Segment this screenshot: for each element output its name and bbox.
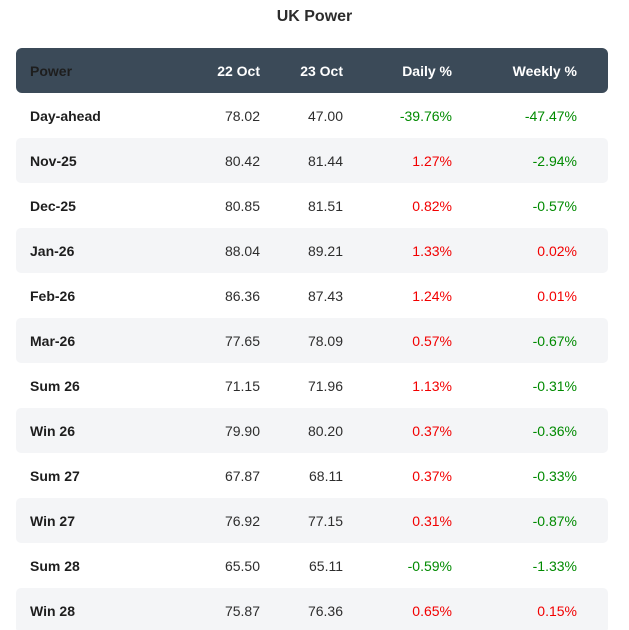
contract-label: Win 26	[30, 422, 75, 439]
price-23oct: 71.96	[307, 377, 343, 394]
weekly-change-pct: -0.57%	[532, 197, 577, 214]
daily-change-pct: 1.27%	[412, 152, 452, 169]
weekly-change-pct: 0.15%	[537, 602, 577, 619]
table-row: Sum 28 65.50 65.11 -0.59% -1.33%	[16, 543, 608, 588]
weekly-change-pct: -0.87%	[532, 512, 577, 529]
contract-label: Dec-25	[30, 197, 76, 214]
column-header-daily-pct: Daily %	[402, 62, 452, 79]
price-22oct: 65.50	[224, 557, 260, 574]
price-23oct: 47.00	[307, 107, 343, 124]
price-22oct: 88.04	[224, 242, 260, 259]
price-22oct: 78.02	[224, 107, 260, 124]
daily-change-pct: 0.31%	[412, 512, 452, 529]
table-row: Win 28 75.87 76.36 0.65% 0.15%	[16, 588, 608, 630]
daily-change-pct: 0.82%	[412, 197, 452, 214]
daily-change-pct: 1.33%	[412, 242, 452, 259]
weekly-change-pct: -47.47%	[524, 107, 577, 124]
weekly-change-pct: -0.33%	[532, 467, 577, 484]
weekly-change-pct: -0.67%	[532, 332, 577, 349]
weekly-change-pct: -0.31%	[532, 377, 577, 394]
contract-label: Sum 27	[30, 467, 80, 484]
daily-change-pct: 0.37%	[412, 467, 452, 484]
table-row: Nov-25 80.42 81.44 1.27% -2.94%	[16, 138, 608, 183]
column-header-weekly-pct: Weekly %	[512, 62, 577, 79]
weekly-change-pct: 0.02%	[537, 242, 577, 259]
page-title: UK Power	[276, 8, 353, 25]
price-22oct: 67.87	[224, 467, 260, 484]
column-header-power: Power	[30, 62, 73, 79]
table-row: Win 26 79.90 80.20 0.37% -0.36%	[16, 408, 608, 453]
weekly-change-pct: 0.01%	[537, 287, 577, 304]
daily-change-pct: 0.57%	[412, 332, 452, 349]
table-row: Mar-26 77.65 78.09 0.57% -0.67%	[16, 318, 608, 363]
price-23oct: 76.36	[307, 602, 343, 619]
contract-label: Win 28	[30, 602, 75, 619]
table-row: Sum 27 67.87 68.11 0.37% -0.33%	[16, 453, 608, 498]
column-header-23oct: 23 Oct	[300, 62, 343, 79]
table-row: Sum 26 71.15 71.96 1.13% -0.31%	[16, 363, 608, 408]
daily-change-pct: 1.24%	[412, 287, 452, 304]
price-22oct: 71.15	[224, 377, 260, 394]
column-header-22oct: 22 Oct	[217, 62, 260, 79]
price-22oct: 75.87	[224, 602, 260, 619]
price-23oct: 81.51	[307, 197, 343, 214]
price-22oct: 80.42	[224, 152, 260, 169]
table-body: Day-ahead 78.02 47.00 -39.76% -47.47% No…	[16, 93, 608, 630]
price-23oct: 65.11	[309, 557, 343, 574]
price-23oct: 77.15	[307, 512, 343, 529]
weekly-change-pct: -0.36%	[532, 422, 577, 439]
price-22oct: 80.85	[224, 197, 260, 214]
table-row: Feb-26 86.36 87.43 1.24% 0.01%	[16, 273, 608, 318]
contract-label: Sum 26	[30, 377, 80, 394]
daily-change-pct: 0.37%	[412, 422, 452, 439]
price-23oct: 81.44	[307, 152, 343, 169]
price-23oct: 87.43	[307, 287, 343, 304]
price-23oct: 80.20	[307, 422, 343, 439]
contract-label: Win 27	[30, 512, 75, 529]
table-header-row: Power 22 Oct 23 Oct Daily % Weekly %	[16, 48, 608, 93]
daily-change-pct: -39.76%	[399, 107, 452, 124]
price-23oct: 89.21	[307, 242, 343, 259]
contract-label: Jan-26	[30, 242, 75, 259]
table-row: Day-ahead 78.02 47.00 -39.76% -47.47%	[16, 93, 608, 138]
power-price-table: Power 22 Oct 23 Oct Daily % Weekly % Day…	[16, 48, 608, 630]
weekly-change-pct: -1.33%	[532, 557, 577, 574]
price-23oct: 78.09	[307, 332, 343, 349]
contract-label: Day-ahead	[30, 107, 101, 124]
price-22oct: 76.92	[224, 512, 260, 529]
daily-change-pct: 1.13%	[412, 377, 452, 394]
table-row: Dec-25 80.85 81.51 0.82% -0.57%	[16, 183, 608, 228]
weekly-change-pct: -2.94%	[532, 152, 577, 169]
price-22oct: 77.65	[224, 332, 260, 349]
contract-label: Mar-26	[30, 332, 76, 349]
contract-label: Feb-26	[30, 287, 76, 304]
daily-change-pct: -0.59%	[407, 557, 452, 574]
contract-label: Nov-25	[30, 152, 77, 169]
table-row: Win 27 76.92 77.15 0.31% -0.87%	[16, 498, 608, 543]
daily-change-pct: 0.65%	[412, 602, 452, 619]
price-22oct: 86.36	[224, 287, 260, 304]
price-23oct: 68.11	[309, 467, 343, 484]
table-row: Jan-26 88.04 89.21 1.33% 0.02%	[16, 228, 608, 273]
contract-label: Sum 28	[30, 557, 80, 574]
price-22oct: 79.90	[224, 422, 260, 439]
